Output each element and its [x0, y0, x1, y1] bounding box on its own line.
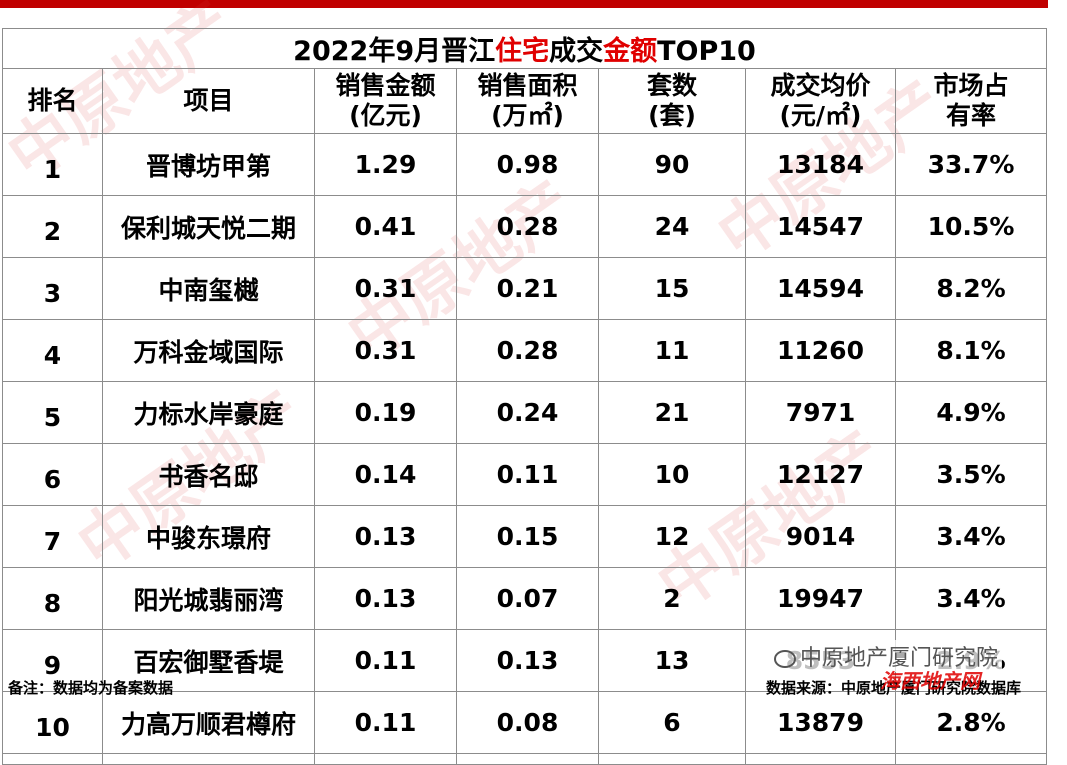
amount-cell: 0.31	[314, 257, 457, 320]
header-rank: 排名	[2, 68, 103, 134]
header-market-share: 市场占 有率	[894, 68, 1048, 134]
table-row: 4 万科金域国际 0.31 0.28 11 11260 8.1%	[2, 319, 1048, 382]
share-cell: 2.8%	[894, 691, 1048, 754]
project-cell: 阳光城翡丽湾	[102, 567, 315, 630]
rank-cell: 8	[2, 567, 103, 630]
header-avg-price: 成交均价 (元/㎡)	[745, 68, 896, 134]
rank-cell: 9	[2, 629, 103, 692]
area-cell: 0.28	[456, 195, 599, 258]
price-cell: 14594	[745, 257, 896, 320]
header-project: 项目	[102, 68, 315, 134]
amount-cell: 0.11	[314, 629, 457, 692]
header-sales-area: 销售面积 (万㎡)	[456, 68, 599, 134]
table-row: 5 力标水岸豪庭 0.19 0.24 21 7971 4.9%	[2, 381, 1048, 444]
share-cell: 3.5%	[894, 443, 1048, 506]
units-cell: 2	[598, 567, 746, 630]
header-sales-amount: 销售金额 (亿元)	[314, 68, 457, 134]
blank-row	[2, 753, 1048, 765]
project-cell: 力标水岸豪庭	[102, 381, 315, 444]
price-cell: 9014	[745, 505, 896, 568]
project-cell: 保利城天悦二期	[102, 195, 315, 258]
table-row: 2 保利城天悦二期 0.41 0.28 24 14547 10.5%	[2, 195, 1048, 258]
units-cell: 10	[598, 443, 746, 506]
rank-cell: 5	[2, 381, 103, 444]
rank-cell: 3	[2, 257, 103, 320]
share-cell: 10.5%	[894, 195, 1048, 258]
footer-note: 备注：数据均为备案数据	[8, 679, 174, 697]
price-cell: 14547	[745, 195, 896, 258]
price-cell: 11260	[745, 319, 896, 382]
amount-cell: 0.19	[314, 381, 457, 444]
units-cell: 15	[598, 257, 746, 320]
units-cell: 13	[598, 629, 746, 692]
table-title-row: 2022年9月晋江住宅成交金额TOP10	[1, 28, 1048, 69]
table-title: 2022年9月晋江住宅成交金额TOP10	[1, 28, 1048, 69]
units-cell: 12	[598, 505, 746, 568]
units-cell: 11	[598, 319, 746, 382]
wechat-icon	[774, 650, 796, 668]
header-units: 套数 (套)	[598, 68, 746, 134]
area-cell: 0.24	[456, 381, 599, 444]
table-row: 10 力高万顺君樽府 0.11 0.08 6 13879 2.8%	[2, 691, 1048, 754]
header-row: 排名 项目 销售金额 (亿元) 销售面积 (万㎡) 套数 (套) 成交均价 (元/㎡) …	[2, 68, 1048, 134]
share-cell: 8.2%	[894, 257, 1048, 320]
rank-cell: 7	[2, 505, 103, 568]
site-logo: 海西地产网	[880, 669, 980, 693]
rank-cell: 10	[2, 691, 103, 754]
table-row: 6 书香名邸 0.14 0.11 10 12127 3.5%	[2, 443, 1048, 506]
price-cell: 12127	[745, 443, 896, 506]
project-cell: 中骏东璟府	[102, 505, 315, 568]
price-cell: 19947	[745, 567, 896, 630]
share-cell: 8.1%	[894, 319, 1048, 382]
amount-cell: 1.29	[314, 133, 457, 196]
rank-cell: 1	[2, 133, 103, 196]
area-cell: 0.28	[456, 319, 599, 382]
amount-cell: 0.31	[314, 319, 457, 382]
top10-table: 2022年9月晋江住宅成交金额TOP10 排名 项目 销售金额 (亿元) 销售面积…	[1, 28, 1048, 765]
wechat-account-label: 中原地产厦门研究院	[770, 640, 1003, 672]
area-cell: 0.15	[456, 505, 599, 568]
table-row: 3 中南玺樾 0.31 0.21 15 14594 8.2%	[2, 257, 1048, 320]
price-cell: 7971	[745, 381, 896, 444]
project-cell: 中南玺樾	[102, 257, 315, 320]
project-cell: 晋博坊甲第	[102, 133, 315, 196]
price-cell: 13879	[745, 691, 896, 754]
area-cell: 0.11	[456, 443, 599, 506]
price-cell: 13184	[745, 133, 896, 196]
area-cell: 0.07	[456, 567, 599, 630]
area-cell: 0.08	[456, 691, 599, 754]
share-cell: 3.4%	[894, 567, 1048, 630]
project-cell: 百宏御墅香堤	[102, 629, 315, 692]
table-row: 8 阳光城翡丽湾 0.13 0.07 2 19947 3.4%	[2, 567, 1048, 630]
amount-cell: 0.11	[314, 691, 457, 754]
area-cell: 0.98	[456, 133, 599, 196]
amount-cell: 0.41	[314, 195, 457, 258]
table-row: 1 晋博坊甲第 1.29 0.98 90 13184 33.7%	[2, 133, 1048, 196]
project-cell: 力高万顺君樽府	[102, 691, 315, 754]
units-cell: 6	[598, 691, 746, 754]
rank-cell: 4	[2, 319, 103, 382]
amount-cell: 0.14	[314, 443, 457, 506]
rank-cell: 2	[2, 195, 103, 258]
rank-cell: 6	[2, 443, 103, 506]
share-cell: 33.7%	[894, 133, 1048, 196]
amount-cell: 0.13	[314, 505, 457, 568]
units-cell: 21	[598, 381, 746, 444]
area-cell: 0.21	[456, 257, 599, 320]
table-row: 7 中骏东璟府 0.13 0.15 12 9014 3.4%	[2, 505, 1048, 568]
share-cell: 4.9%	[894, 381, 1048, 444]
units-cell: 24	[598, 195, 746, 258]
amount-cell: 0.13	[314, 567, 457, 630]
share-cell: 3.4%	[894, 505, 1048, 568]
top-red-bar	[0, 0, 1048, 8]
footer-source: 数据来源：中原地产厦门研究院数据库	[766, 679, 1022, 697]
area-cell: 0.13	[456, 629, 599, 692]
project-cell: 书香名邸	[102, 443, 315, 506]
units-cell: 90	[598, 133, 746, 196]
project-cell: 万科金域国际	[102, 319, 315, 382]
